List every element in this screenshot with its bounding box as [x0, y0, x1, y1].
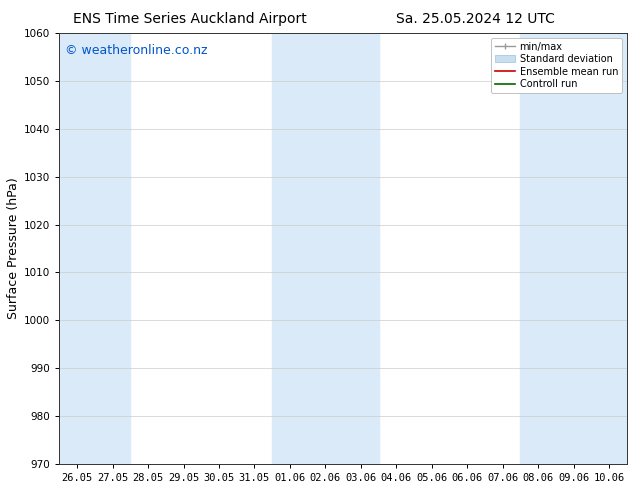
Y-axis label: Surface Pressure (hPa): Surface Pressure (hPa) — [7, 178, 20, 319]
Bar — [272, 33, 378, 464]
Bar — [521, 33, 627, 464]
Legend: min/max, Standard deviation, Ensemble mean run, Controll run: min/max, Standard deviation, Ensemble me… — [491, 38, 622, 93]
Text: ENS Time Series Auckland Airport: ENS Time Series Auckland Airport — [74, 12, 307, 26]
Bar — [60, 33, 131, 464]
Text: Sa. 25.05.2024 12 UTC: Sa. 25.05.2024 12 UTC — [396, 12, 555, 26]
Text: © weatheronline.co.nz: © weatheronline.co.nz — [65, 44, 207, 57]
